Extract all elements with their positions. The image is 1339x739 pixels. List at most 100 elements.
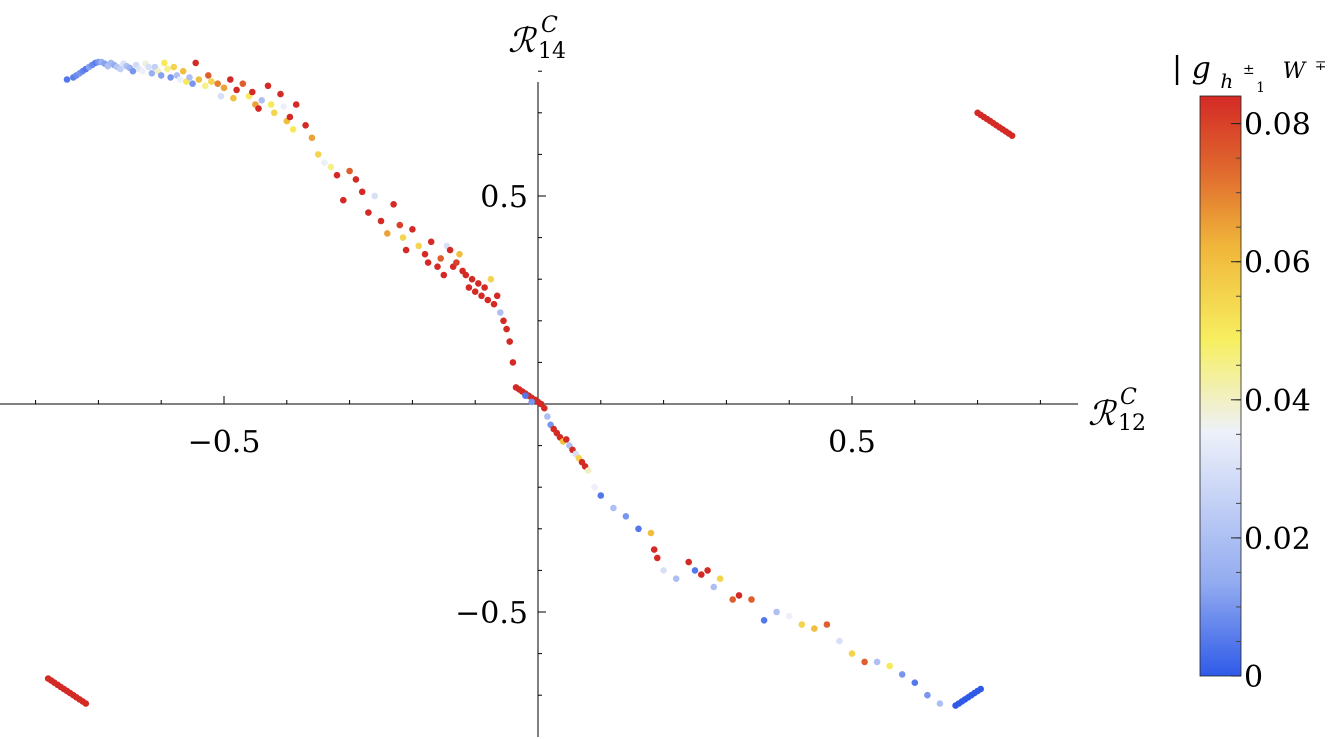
data-point bbox=[487, 275, 495, 283]
data-point bbox=[308, 134, 316, 142]
data-point bbox=[660, 567, 667, 574]
data-point bbox=[672, 575, 680, 582]
data-point bbox=[484, 296, 492, 304]
data-point bbox=[710, 583, 718, 591]
data-point bbox=[164, 65, 171, 73]
data-point bbox=[785, 612, 793, 620]
data-point bbox=[157, 72, 165, 79]
data-point bbox=[563, 436, 570, 443]
data-point bbox=[610, 504, 617, 512]
data-point bbox=[421, 250, 429, 258]
data-point bbox=[280, 103, 288, 110]
data-point bbox=[503, 325, 510, 333]
data-point bbox=[333, 171, 341, 179]
data-point bbox=[493, 292, 501, 300]
data-point bbox=[528, 398, 535, 406]
y-tick-label: 0.5 bbox=[480, 180, 528, 215]
data-point bbox=[462, 271, 470, 279]
colorbar-title-W: W bbox=[1283, 59, 1308, 84]
x-axis-superscript: C bbox=[1120, 385, 1137, 410]
data-point bbox=[500, 317, 507, 325]
data-point bbox=[1008, 132, 1016, 139]
data-point bbox=[227, 76, 234, 83]
data-point bbox=[258, 97, 266, 104]
data-point bbox=[898, 671, 906, 678]
data-point bbox=[591, 483, 598, 491]
data-point bbox=[377, 217, 385, 225]
y-axis-label: ℛ C 14 bbox=[508, 13, 566, 64]
data-point bbox=[399, 234, 407, 241]
x-tick-label: −0.5 bbox=[188, 425, 261, 460]
colorbar-tick-label: 0 bbox=[1244, 660, 1263, 695]
data-point bbox=[635, 525, 642, 533]
data-point bbox=[286, 113, 294, 121]
data-point bbox=[453, 259, 460, 266]
data-point bbox=[346, 167, 353, 175]
colorbar-title: | g h ± 1 W ∓ h 1 | bbox=[1172, 43, 1339, 100]
minor-ticks bbox=[35, 70, 1041, 696]
data-point bbox=[358, 188, 366, 196]
data-point bbox=[148, 70, 156, 77]
data-point bbox=[409, 226, 416, 233]
data-point bbox=[384, 230, 391, 237]
colorbar-title-sub-h: h bbox=[1220, 69, 1233, 93]
data-point bbox=[541, 404, 548, 412]
data-point bbox=[437, 255, 445, 262]
data-point bbox=[195, 76, 203, 83]
colorbar-gradient bbox=[1199, 95, 1242, 677]
data-point bbox=[434, 263, 441, 271]
data-point bbox=[698, 571, 705, 578]
data-point bbox=[490, 300, 498, 308]
data-point bbox=[811, 625, 818, 632]
colorbar-title-sub-1a: 1 bbox=[1256, 80, 1265, 96]
tick-labels: −0.5 0.5 0.5 −0.5 bbox=[188, 180, 876, 631]
data-point bbox=[735, 592, 743, 599]
data-point bbox=[340, 196, 347, 204]
data-point bbox=[509, 359, 517, 366]
data-point bbox=[440, 271, 448, 279]
data-point bbox=[506, 338, 513, 345]
axes bbox=[0, 82, 1078, 737]
data-point bbox=[729, 596, 736, 603]
data-point bbox=[321, 159, 328, 166]
data-point bbox=[478, 292, 485, 300]
data-point bbox=[465, 284, 473, 291]
y-axis-superscript: C bbox=[541, 13, 558, 38]
data-point bbox=[255, 105, 262, 112]
data-point bbox=[176, 76, 184, 83]
colorbar-tick-label: 0.08 bbox=[1244, 108, 1311, 143]
data-point bbox=[823, 621, 831, 628]
data-point bbox=[186, 74, 193, 81]
data-point bbox=[654, 554, 661, 562]
data-point bbox=[691, 567, 699, 574]
data-point bbox=[622, 513, 630, 520]
data-point bbox=[249, 88, 256, 96]
data-point bbox=[704, 567, 711, 574]
data-point bbox=[145, 63, 152, 71]
data-point bbox=[264, 82, 272, 90]
data-point bbox=[415, 242, 423, 250]
data-point bbox=[446, 246, 454, 254]
data-point bbox=[716, 575, 724, 582]
x-axis-label: ℛ C 12 bbox=[1088, 385, 1146, 436]
data-point bbox=[327, 163, 335, 171]
data-point bbox=[230, 94, 237, 102]
data-point bbox=[189, 80, 196, 87]
data-point bbox=[267, 101, 275, 108]
data-point bbox=[270, 109, 278, 117]
data-point bbox=[427, 238, 435, 246]
data-point bbox=[117, 65, 124, 73]
x-tick-label: 0.5 bbox=[828, 425, 876, 460]
y-axis-subscript: 14 bbox=[538, 39, 566, 64]
data-point bbox=[886, 662, 893, 670]
data-point bbox=[192, 59, 199, 67]
data-point bbox=[170, 63, 178, 71]
data-point bbox=[292, 101, 300, 108]
data-point bbox=[365, 209, 372, 216]
colorbar-tick-label: 0.02 bbox=[1244, 522, 1311, 557]
x-axis-symbol: ℛ bbox=[1088, 394, 1118, 434]
colorbar-title-g: g bbox=[1192, 51, 1211, 86]
data-point bbox=[977, 685, 984, 693]
data-point bbox=[481, 284, 488, 291]
